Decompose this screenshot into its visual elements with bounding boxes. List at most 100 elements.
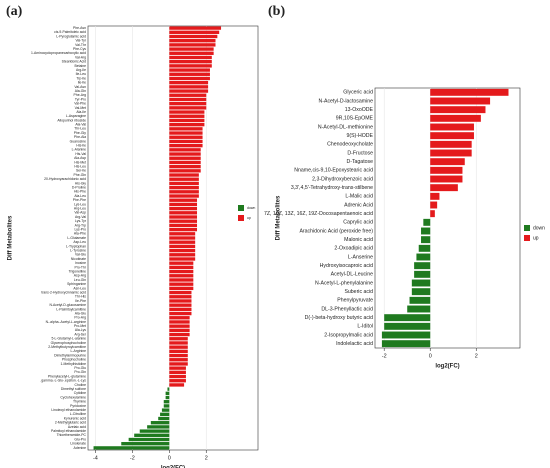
y-axis-label: Diff Metabolites [8, 215, 14, 260]
bar [169, 30, 220, 34]
y-tick-label: Ala-Ile [76, 110, 86, 114]
y-tick-label: Phenylpyruvate [337, 298, 373, 304]
y-tick-label: Linolenate [70, 442, 86, 446]
x-axis-label: log2(FC) [435, 364, 459, 370]
bar [169, 274, 194, 278]
y-tick-label: Val-Tyr [76, 39, 87, 43]
y-tick-label: His-Met [74, 160, 86, 164]
y-tick-label: Arg-Ile [76, 68, 86, 72]
bar [169, 248, 196, 253]
y-tick-label: His-Gly [75, 181, 86, 185]
bar [169, 97, 207, 102]
y-tick-label: His-Phe [74, 190, 86, 194]
y-tick-label: Pro-Thr [75, 265, 87, 269]
bar [414, 262, 431, 270]
y-tick-label: L-Arginine [71, 349, 87, 353]
bar [169, 257, 196, 261]
y-tick-label: Choline [75, 383, 87, 387]
y-tick-label: Hydroxyisocaproic acid [320, 263, 373, 269]
y-tick-label: Guanosine [70, 139, 87, 143]
y-tick-label: 9R,10S-EpOME [336, 116, 374, 122]
y-tick-label: L-Citrulline [70, 412, 86, 416]
bar [150, 421, 170, 425]
y-tick-label: Pyridoxine [70, 404, 86, 408]
bar [169, 101, 207, 106]
y-tick-label: Pro-Arg [74, 316, 86, 320]
bar [169, 114, 205, 118]
y-tick-label: Caprylic acid [343, 220, 373, 226]
bar [430, 192, 440, 200]
y-tick-label: Thr-His [75, 295, 86, 299]
bar [169, 358, 188, 362]
y-tick-label: D(-)-beta-hydroxy butyric acid [305, 315, 373, 321]
y-tick-label: Ile-Phe [75, 299, 86, 303]
y-tick-label: His-Leu [74, 165, 86, 169]
bar [169, 160, 201, 165]
bar [169, 89, 209, 93]
y-tick-label: Ala-Asp [74, 156, 86, 160]
bar [169, 194, 199, 198]
y-tick-label: Glu-Pro [74, 437, 86, 441]
y-tick-label: Phe-Gly [74, 131, 87, 135]
bar [169, 64, 212, 68]
y-tick-label: Pro-Gln [74, 370, 86, 374]
y-tick-label: 3,3',4,5'-Tetrahydroxy-trans-stilbene [291, 185, 373, 191]
bar [169, 152, 201, 156]
bar [163, 400, 170, 404]
y-tick-label: .gamma.-L-Glu-.epsilon.-L-Lys [40, 379, 86, 383]
bar [169, 316, 190, 320]
bar [407, 305, 431, 313]
bar [169, 118, 205, 123]
bar [169, 177, 199, 181]
legend-swatch [238, 215, 244, 221]
bar [169, 164, 201, 169]
bar [430, 97, 491, 105]
bar [169, 181, 199, 186]
bar [169, 349, 188, 354]
y-tick-label: Arg-Trp [75, 223, 86, 227]
bar [430, 201, 438, 209]
bar [169, 236, 196, 240]
y-tick-label: Acetyl-DL-Leucine [331, 272, 373, 278]
y-tick-label: Dimethylaminopurine [54, 353, 86, 357]
legend-label: down [247, 206, 255, 210]
bar [169, 202, 198, 207]
bar [169, 379, 186, 383]
bar [430, 210, 435, 218]
y-tick-label: Arg-Leu [74, 207, 86, 211]
bar [416, 253, 431, 261]
x-tick-label: -4 [93, 455, 98, 461]
y-tick-label: D-Fructose [347, 150, 373, 156]
bar [169, 39, 216, 43]
y-tick-label: Allopurinol riboside [57, 118, 86, 122]
bar [169, 353, 188, 358]
bar [169, 80, 209, 85]
y-tick-label: N-Acetyl-D-glucosamine [49, 303, 86, 307]
bar [381, 340, 431, 348]
bar [169, 282, 194, 286]
bar [161, 408, 170, 412]
bar [430, 184, 458, 192]
bar [169, 290, 192, 295]
bar [169, 85, 209, 89]
bar [169, 131, 203, 135]
bar [430, 123, 474, 131]
bar [169, 215, 198, 219]
y-tick-label: Arg-Val [75, 215, 86, 219]
y-tick-label: Val-Asp [74, 211, 86, 215]
bar [169, 227, 198, 232]
bar [169, 26, 222, 30]
bar [169, 366, 186, 370]
y-tick-label: Val-Asn [74, 85, 86, 89]
bar [169, 232, 196, 236]
bar [423, 218, 431, 226]
bar [169, 307, 192, 312]
bar [430, 140, 472, 148]
plot-frame [374, 87, 521, 349]
y-tick-label: Val-Thr [75, 43, 87, 47]
bar [169, 127, 203, 131]
bar [169, 278, 194, 282]
y-tick-label: 2-Isopropylmalic acid [324, 332, 373, 338]
y-tick-label: Linoleoyl ethanolamide [51, 408, 86, 412]
y-tick-label: Cytidine [74, 391, 86, 395]
